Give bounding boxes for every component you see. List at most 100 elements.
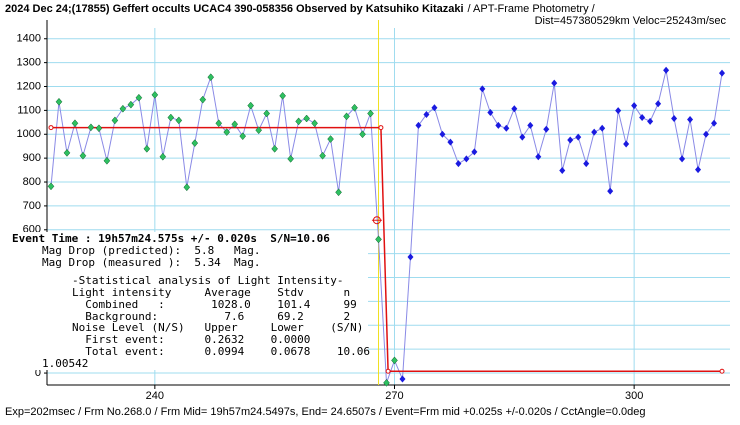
- data-point: [55, 97, 63, 106]
- data-point: [407, 253, 414, 261]
- data-point: [263, 109, 271, 118]
- x-tick-label: 270: [385, 390, 403, 402]
- data-point: [255, 126, 263, 135]
- model-point: [48, 125, 54, 131]
- annotation: Total event: 0.0994 0.0678 10.06: [72, 345, 370, 358]
- data-point: [591, 128, 598, 136]
- data-point: [175, 116, 183, 125]
- model-point: [385, 368, 391, 374]
- data-point: [439, 130, 446, 138]
- data-point: [303, 114, 310, 123]
- y-tick-label: 800: [23, 176, 41, 188]
- annotation: Event Time : 19h57m24.575s +/- 0.020s S/…: [12, 232, 330, 245]
- data-point: [383, 378, 390, 387]
- data-point: [391, 356, 398, 365]
- chart-subtitle: / APT-Frame Photometry /: [468, 3, 596, 15]
- data-point: [63, 149, 71, 157]
- data-point: [207, 73, 215, 82]
- data-point: [703, 130, 710, 138]
- data-point: [599, 124, 606, 132]
- data-point: [447, 138, 454, 146]
- data-point: [191, 139, 199, 147]
- x-tick-label: 300: [625, 390, 643, 402]
- footer: Exp=202msec / Frm No.268.0 / Frm Mid= 19…: [5, 406, 646, 418]
- data-point: [463, 155, 470, 163]
- annotation: Background: 7.6 69.2 2: [72, 310, 350, 323]
- data-point: [159, 152, 167, 161]
- y-tick-label: 700: [23, 200, 41, 212]
- data-point: [655, 100, 662, 108]
- y-tick-label: 1000: [17, 128, 41, 140]
- data-point: [511, 105, 518, 113]
- data-point: [231, 120, 239, 129]
- data-point: [111, 116, 119, 125]
- data-point: [103, 156, 111, 165]
- data-point: [351, 103, 358, 112]
- data-point: [311, 119, 318, 128]
- data-point: [647, 117, 654, 125]
- data-point: [487, 109, 494, 117]
- data-point: [375, 235, 382, 244]
- y-tick-label: 1300: [17, 57, 41, 69]
- data-point: [167, 113, 175, 122]
- chart-subtitle2: Dist=457380529km Veloc=25243m/sec: [535, 15, 727, 27]
- data-point: [199, 95, 207, 104]
- data-point: [367, 109, 374, 118]
- y-tick-label: 1100: [17, 104, 41, 116]
- model-point: [378, 125, 384, 131]
- data-point: [663, 66, 670, 74]
- data-point: [527, 121, 534, 129]
- data-point: [79, 151, 87, 160]
- data-point: [423, 110, 430, 118]
- model-line: [50, 126, 723, 372]
- annotation: Noise Level (N/S) Upper Lower (S/N): [72, 321, 363, 334]
- model-point: [719, 368, 725, 374]
- data-point: [607, 187, 614, 195]
- data-point: [679, 155, 686, 163]
- data-point: [671, 115, 678, 123]
- data-point: [287, 154, 294, 163]
- y-tick-label: 1400: [17, 33, 41, 45]
- data-line-connector: [394, 360, 403, 380]
- data-point: [127, 100, 135, 109]
- data-point: [335, 188, 342, 197]
- data-point: [151, 90, 159, 99]
- data-point: [87, 123, 95, 132]
- data-point: [359, 130, 366, 139]
- data-point: [183, 183, 191, 192]
- data-point: [631, 102, 638, 110]
- y-tick-label: 1200: [17, 80, 41, 92]
- data-point: [327, 135, 334, 143]
- data-point: [535, 153, 542, 161]
- data-point: [343, 112, 350, 121]
- data-point: [415, 121, 422, 129]
- data-point: [47, 182, 55, 191]
- annotation: Mag Drop (measured ): 5.34 Mag.: [42, 256, 261, 269]
- data-point: [615, 107, 622, 115]
- data-point: [455, 160, 462, 168]
- data-point: [247, 101, 255, 110]
- data-point: [215, 119, 223, 128]
- data-point: [295, 117, 302, 126]
- annotation: Light intensity Average Stdv n: [72, 286, 350, 299]
- data-point: [223, 128, 231, 136]
- data-point: [695, 166, 702, 174]
- data-point: [95, 124, 103, 133]
- annotation: Combined : 1028.0 101.4 99: [72, 298, 357, 311]
- data-point: [623, 140, 630, 148]
- data-point: [399, 375, 406, 383]
- data-point: [551, 79, 558, 87]
- data-point: [143, 144, 151, 153]
- data-point: [543, 125, 550, 133]
- y-tick-label: 0: [35, 367, 41, 379]
- data-point: [503, 124, 510, 132]
- annotation-background: [8, 232, 368, 370]
- x-tick-label: 240: [146, 390, 164, 402]
- data-point: [279, 91, 286, 100]
- data-point: [567, 136, 574, 144]
- chart-title-line: 2024 Dec 24;(17855) Geffert occults UCAC…: [5, 3, 596, 15]
- data-point: [519, 133, 526, 141]
- data-point: [471, 148, 478, 156]
- annotation: -Statistical analysis of Light Intensity…: [72, 274, 344, 287]
